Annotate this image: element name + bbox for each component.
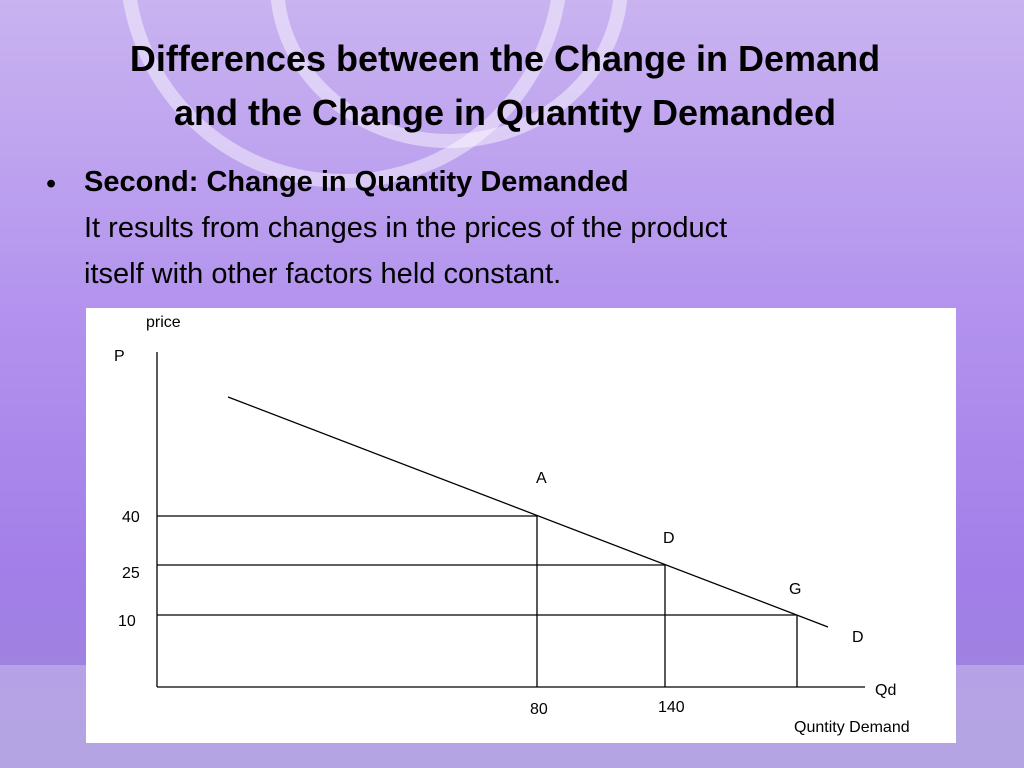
x-label: 80	[530, 701, 548, 718]
slide-title: Differences between the Change in Demand	[129, 38, 881, 79]
y-axis-symbol: P	[114, 348, 125, 365]
y-label: 10	[118, 613, 136, 630]
point-label: A	[536, 470, 547, 487]
curve-label: D	[852, 629, 864, 646]
y-axis-label: price	[146, 314, 181, 331]
demand-curve	[227, 396, 829, 628]
slide-title: and the Change in Quantity Demanded	[173, 92, 837, 133]
y-label: 40	[122, 509, 140, 526]
figure-lines	[156, 352, 865, 688]
y-label: 25	[122, 565, 140, 582]
figure: price P 40 25 10 80 140 A D G D Qd Qunti…	[86, 308, 956, 743]
bullet-text: It results from changes in the prices of…	[84, 212, 728, 244]
bullet-dot: •	[46, 168, 57, 200]
point-label: G	[789, 581, 801, 598]
x-axis-symbol: Qd	[875, 682, 896, 699]
bullet-heading: Second: Change in Quantity Demanded	[84, 166, 629, 198]
figure-background	[86, 308, 956, 743]
bullet-text: itself with other factors held constant.	[84, 258, 562, 290]
x-label: 140	[658, 699, 685, 716]
point-label: D	[663, 530, 675, 547]
x-axis-label: Quntity Demand	[794, 719, 910, 736]
